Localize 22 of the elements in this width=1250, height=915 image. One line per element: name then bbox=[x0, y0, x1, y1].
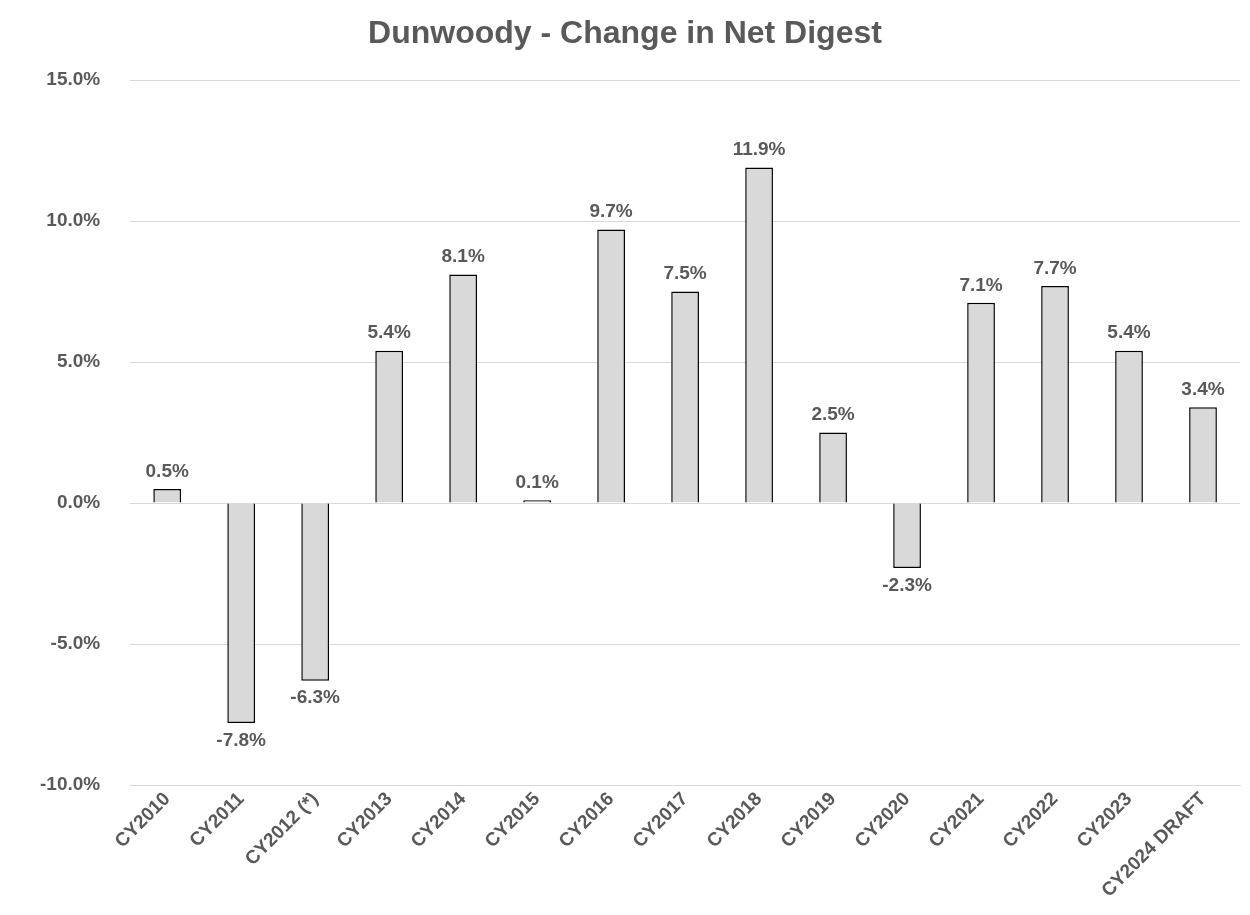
data-label: 3.4% bbox=[1181, 377, 1225, 399]
data-label: 5.4% bbox=[1107, 321, 1151, 343]
y-tick-label: 15.0% bbox=[46, 68, 101, 90]
data-label: -2.3% bbox=[882, 573, 932, 595]
data-label: 11.9% bbox=[732, 138, 786, 160]
y-tick-label: 0.0% bbox=[56, 491, 101, 513]
data-label: 7.5% bbox=[663, 262, 707, 284]
data-label: 8.1% bbox=[441, 245, 485, 267]
y-tick-label: 5.0% bbox=[56, 350, 101, 372]
data-label: -7.8% bbox=[216, 728, 267, 750]
data-label: 7.1% bbox=[959, 273, 1003, 295]
data-label: 0.1% bbox=[515, 470, 559, 492]
data-label: 7.7% bbox=[1033, 256, 1077, 278]
data-label: 5.4% bbox=[367, 321, 411, 343]
chart-title: Dunwoody - Change in Net Digest bbox=[367, 14, 883, 51]
data-label: -6.3% bbox=[290, 686, 341, 708]
data-label: 0.5% bbox=[145, 459, 189, 481]
data-label: 2.5% bbox=[811, 403, 855, 425]
y-tick-label: -10.0% bbox=[40, 773, 101, 795]
y-tick-label: 10.0% bbox=[46, 209, 101, 231]
data-label: 9.7% bbox=[589, 200, 633, 222]
y-tick-label: -5.0% bbox=[50, 632, 101, 654]
